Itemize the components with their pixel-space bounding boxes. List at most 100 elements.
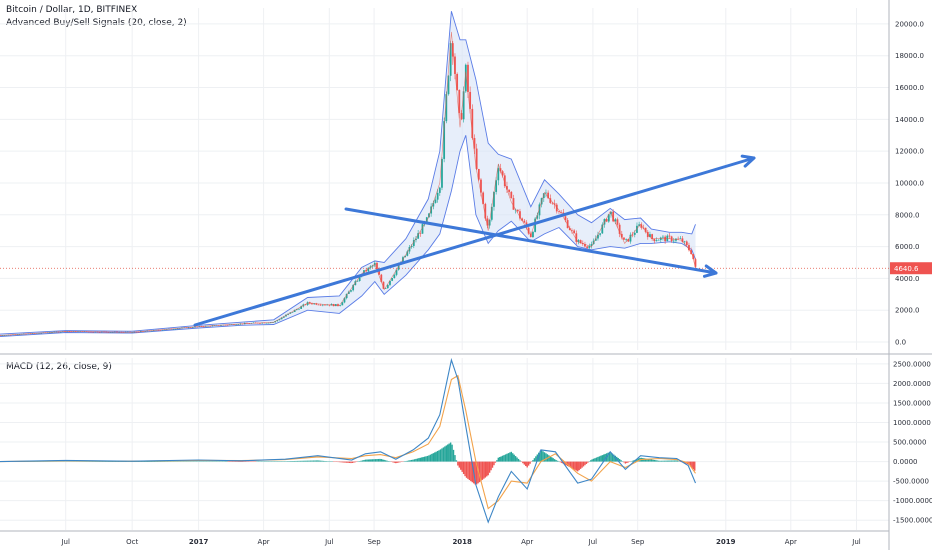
macd-label: MACD (12, 26, close, 9) — [6, 362, 112, 372]
macd-hist-bar — [611, 453, 614, 462]
time-tick-label-8: Jul — [588, 538, 598, 546]
macd-hist-bar — [608, 452, 611, 462]
macd-hist-bar — [494, 461, 497, 463]
macd-hist-bar — [367, 459, 370, 462]
candle-body — [159, 330, 162, 331]
macd-hist-bar — [507, 453, 510, 462]
candle-body — [614, 219, 617, 222]
candle-body — [436, 192, 439, 200]
macd-hist-bar — [347, 461, 349, 463]
macd-hist-bar — [600, 455, 602, 462]
macd-hist-bar — [500, 456, 502, 462]
price-tick-label-10: 20000.0 — [895, 20, 924, 28]
macd-hist-bar — [646, 458, 648, 462]
macd-hist-bar — [292, 461, 294, 462]
candle-body — [475, 148, 478, 169]
macd-tick-label-8: 2500.0000 — [893, 360, 931, 368]
macd-hist-bar — [653, 459, 655, 462]
price-tick-label-3: 6000.0 — [895, 243, 920, 251]
macd-hist-bar — [597, 456, 599, 462]
candle-body — [538, 204, 541, 216]
macd-tick-label-4: 500.0000 — [893, 439, 926, 447]
candle-body — [410, 245, 413, 248]
macd-hist-bar — [478, 461, 481, 483]
candle-body — [477, 168, 480, 180]
candle-body — [564, 216, 567, 221]
candle-body — [235, 324, 238, 326]
candle-body — [482, 192, 485, 204]
macd-hist-bar — [668, 460, 670, 462]
macd-hist-bar — [591, 459, 593, 462]
macd-hist-bar — [311, 460, 313, 462]
macd-hist-bar — [343, 461, 345, 463]
candle-body — [38, 333, 40, 334]
candle-body — [503, 175, 506, 187]
macd-hist-bar — [657, 460, 660, 462]
macd-hist-bar — [555, 460, 557, 462]
candle-body — [40, 332, 43, 334]
macd-hist-bar — [410, 459, 413, 462]
candle-body — [449, 43, 452, 76]
candle-body — [202, 326, 205, 328]
candle-body — [176, 328, 179, 330]
candle-body — [376, 262, 378, 270]
candle-body — [304, 304, 307, 306]
candle-body — [460, 113, 463, 120]
macd-hist-bar — [689, 461, 692, 467]
macd-tick-label-0: -1500.0000 — [893, 517, 932, 525]
candle-body — [456, 73, 459, 90]
macd-hist-bar — [312, 460, 315, 462]
macd-hist-bar — [431, 453, 433, 462]
macd-hist-bar — [470, 461, 472, 482]
candle-body — [577, 240, 580, 242]
macd-hist-bar — [691, 461, 693, 468]
macd-hist-bar — [556, 460, 559, 462]
macd-hist-bar — [468, 461, 471, 481]
macd-hist-bar — [384, 460, 387, 462]
candle-body — [527, 227, 530, 234]
candle-body — [48, 332, 51, 334]
macd-hist-bar — [351, 461, 354, 463]
candle-body — [627, 239, 630, 242]
macd-hist-bar — [595, 457, 598, 462]
candle-body — [506, 186, 508, 190]
macd-hist-bar — [382, 459, 384, 462]
macd-hist-bar — [302, 460, 305, 462]
macd-hist-bar — [350, 461, 352, 464]
macd-hist-bar — [397, 461, 400, 463]
candle-body — [558, 211, 560, 213]
candle-body — [532, 231, 534, 238]
candle-body — [599, 233, 602, 235]
macd-hist-bar — [360, 460, 362, 462]
macd-hist-bar — [575, 461, 577, 471]
macd-hist-bar — [533, 458, 536, 462]
macd-hist-bar — [344, 461, 346, 463]
macd-hist-bar — [659, 460, 661, 462]
macd-tick-label-7: 2000.0000 — [893, 380, 931, 388]
macd-hist-bar — [461, 461, 463, 472]
macd-hist-bar — [471, 461, 474, 483]
macd-hist-bar — [650, 459, 653, 462]
candle-body — [462, 91, 465, 120]
trend-arrow-up-head — [740, 154, 756, 168]
macd-hist-bar — [309, 460, 312, 462]
macd-hist-bar — [451, 444, 453, 462]
macd-hist-bar — [582, 461, 585, 467]
candle-body — [347, 291, 350, 294]
macd-hist-bar — [523, 461, 526, 465]
candle-body — [417, 233, 420, 239]
candle-body — [308, 302, 311, 304]
candle-body — [685, 241, 688, 246]
macd-hist-bar — [536, 454, 538, 462]
macd-hist-bar — [545, 453, 547, 462]
candle-body — [495, 180, 498, 192]
candle-body — [443, 121, 446, 159]
macd-hist-bar — [493, 461, 495, 466]
candle-body — [111, 331, 114, 333]
price-tick-label-2: 4000.0 — [895, 275, 920, 283]
candle-body — [386, 284, 389, 289]
time-tick-label-4: Jul — [324, 538, 334, 546]
macd-hist-bar — [535, 456, 537, 462]
candle-body — [568, 228, 571, 231]
